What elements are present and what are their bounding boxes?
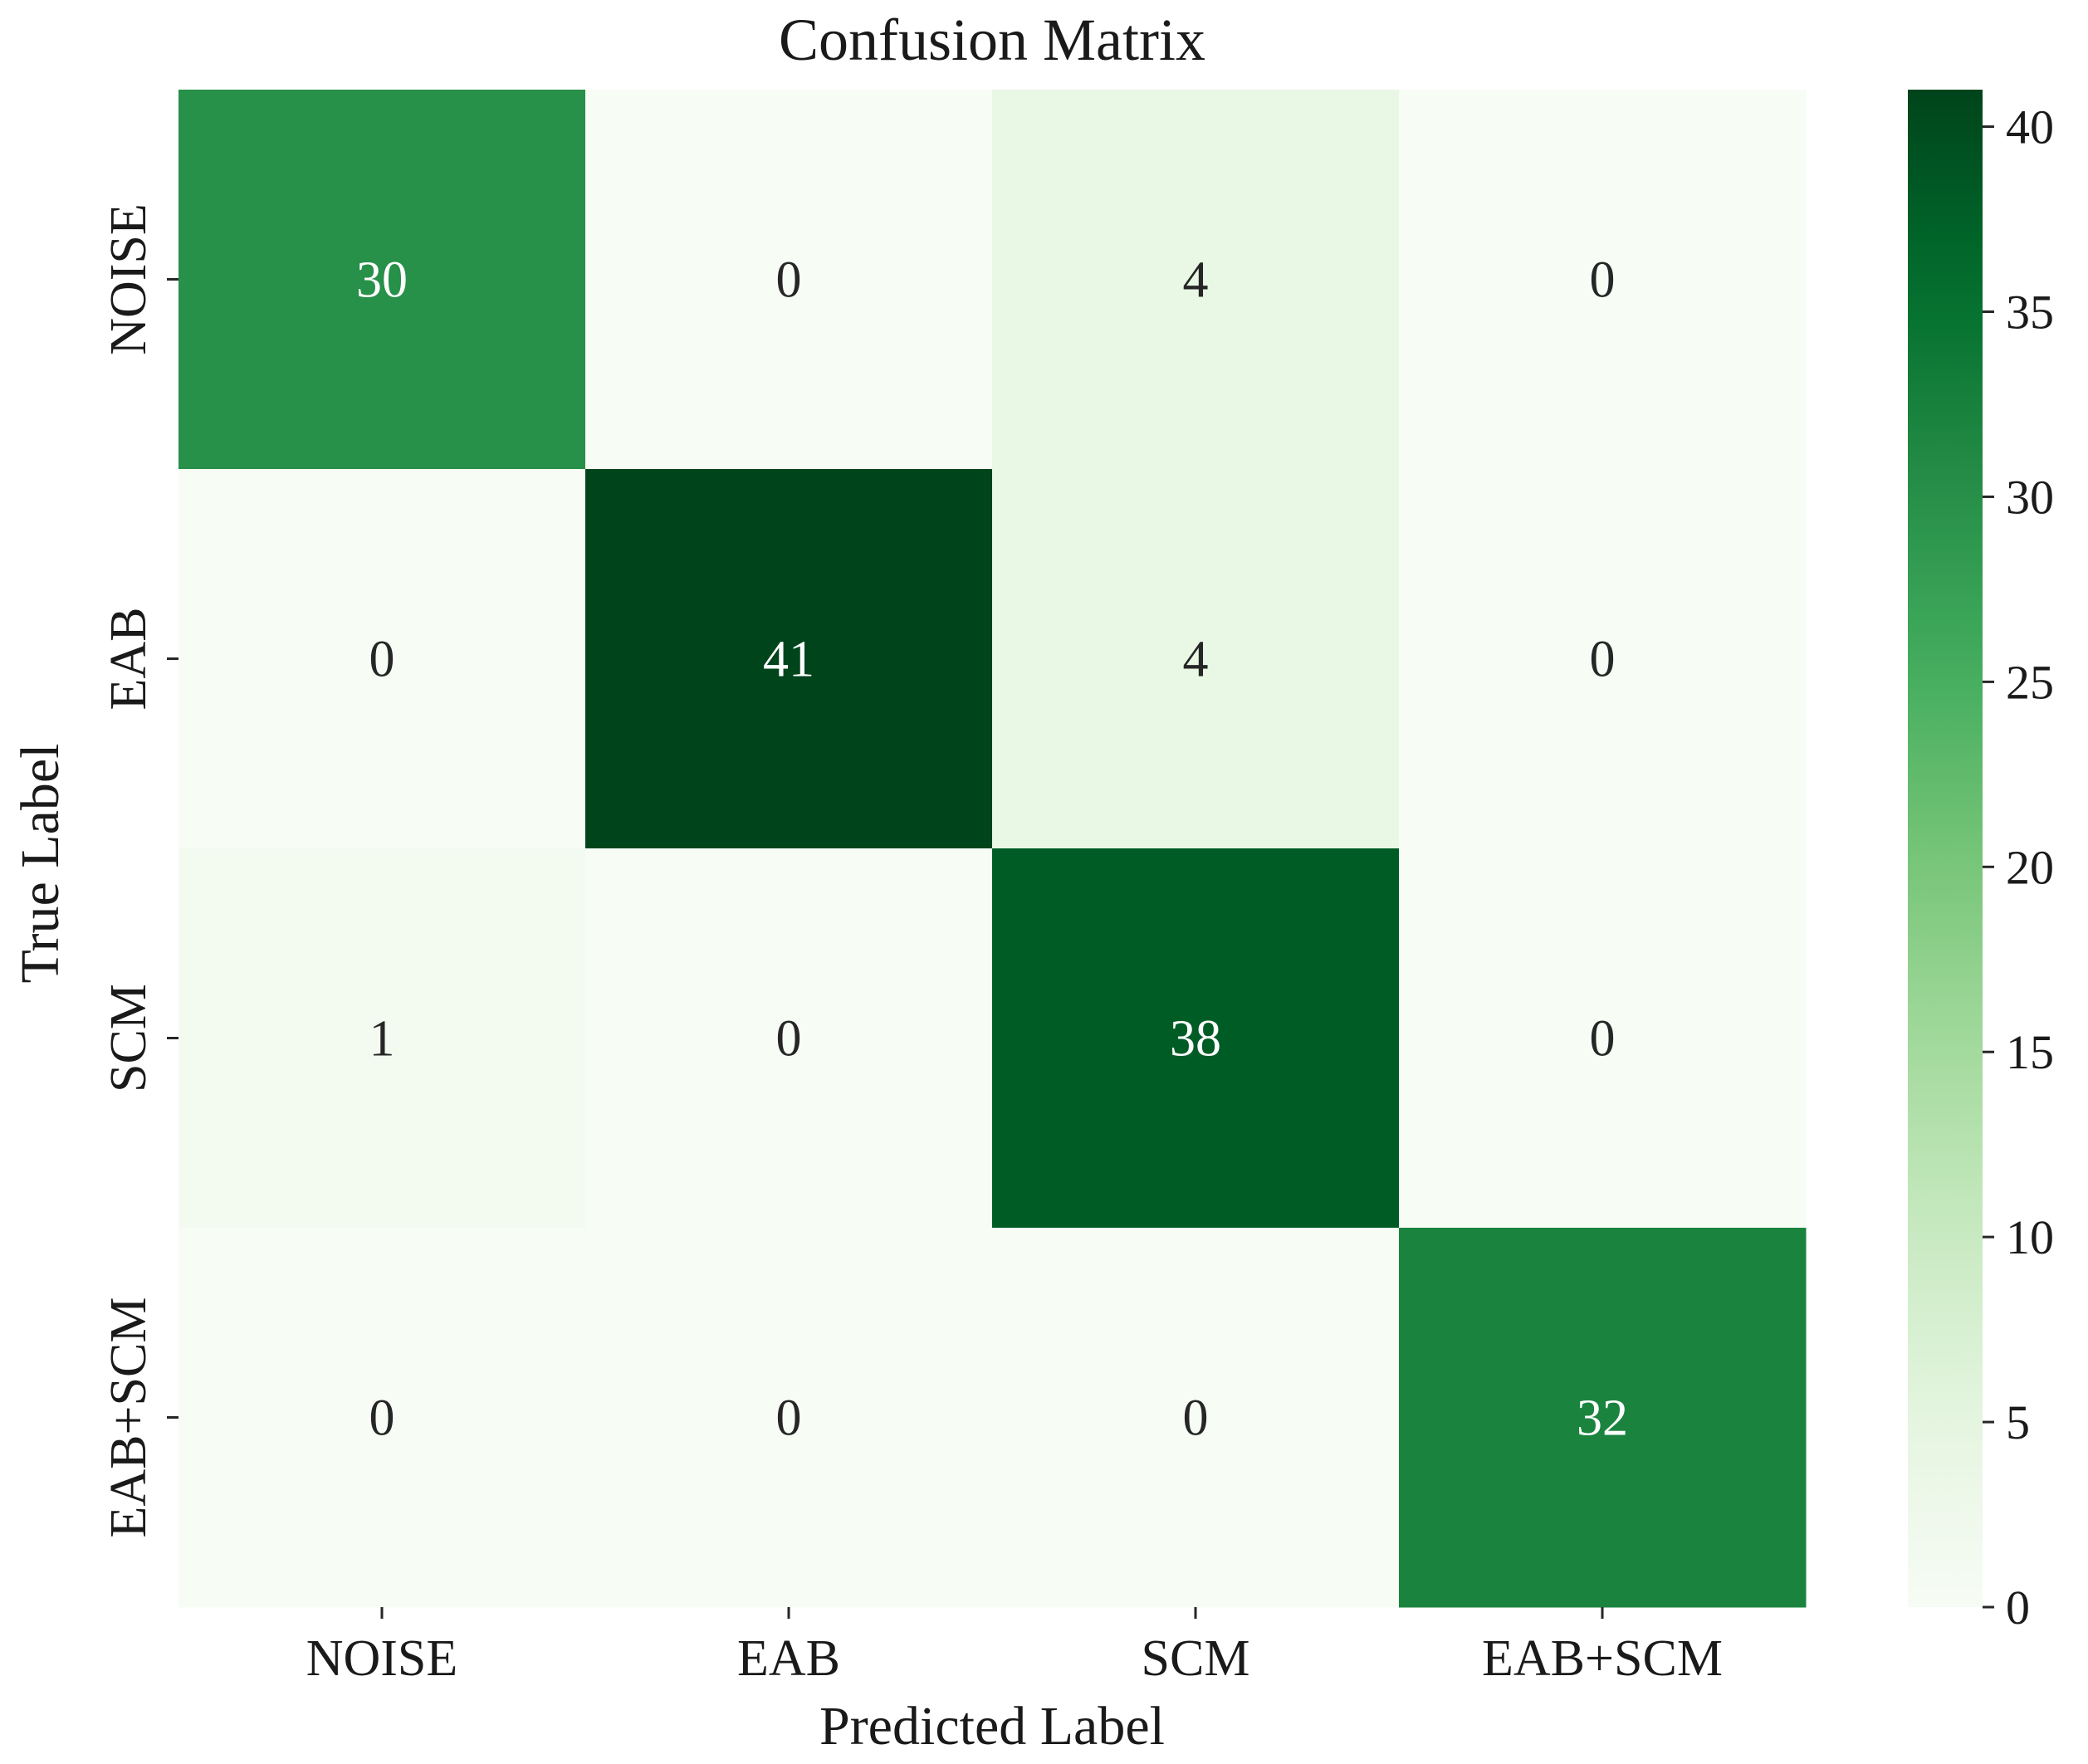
y-tick-label: EAB+SCM — [100, 1297, 157, 1538]
cell-value-label: 0 — [369, 1390, 395, 1447]
colorbar-tick-label: 0 — [2006, 1581, 2030, 1635]
x-tick-label: EAB+SCM — [1482, 1630, 1723, 1687]
heatmap-cell — [992, 90, 1400, 470]
cell-value-label: 1 — [369, 1011, 395, 1068]
cell-value-label: 0 — [1590, 632, 1616, 688]
cell-value-label: 4 — [1183, 252, 1209, 309]
x-tick-label: SCM — [1142, 1630, 1250, 1687]
heatmap-cell — [1399, 848, 1807, 1229]
cell-value-label: 41 — [763, 632, 814, 688]
heatmap-cell — [178, 469, 586, 849]
heatmap-cell — [992, 848, 1400, 1229]
heatmap-cell — [585, 1228, 993, 1608]
colorbar — [1908, 90, 1983, 1607]
cell-value-label: 32 — [1577, 1390, 1628, 1447]
heatmap-cell — [178, 848, 586, 1229]
cell-value-label: 4 — [1183, 632, 1209, 688]
x-axis-title: Predicted Label — [819, 1696, 1165, 1757]
heatmap-cell — [585, 90, 993, 470]
cell-value-label: 0 — [776, 1390, 802, 1447]
x-axis-ticks: NOISE EAB SCM EAB+SCM — [306, 1607, 1723, 1687]
colorbar-tick-label: 35 — [2006, 286, 2054, 340]
heatmap-cell — [992, 469, 1400, 849]
y-tick-label: EAB — [100, 608, 157, 711]
heatmap-cell — [585, 848, 993, 1229]
colorbar-ticks: 0 5 10 15 20 25 30 35 40 — [1983, 100, 2054, 1635]
cell-value-label: 0 — [776, 1011, 802, 1068]
cell-value-label: 0 — [776, 252, 802, 309]
cell-value-label: 30 — [356, 252, 408, 309]
cell-value-label: 38 — [1170, 1011, 1221, 1068]
heatmap-cell — [1399, 90, 1807, 470]
y-axis-ticks: NOISE EAB SCM EAB+SCM — [100, 203, 178, 1537]
cell-value-label: 0 — [1590, 252, 1616, 309]
x-tick-label: EAB — [737, 1630, 840, 1687]
colorbar-tick-label: 15 — [2006, 1025, 2054, 1079]
cell-value-label: 0 — [1183, 1390, 1209, 1447]
colorbar-tick-label: 5 — [2006, 1395, 2030, 1449]
colorbar-tick-label: 20 — [2006, 840, 2054, 894]
colorbar-tick-label: 25 — [2006, 655, 2054, 709]
colorbar-tick-label: 40 — [2006, 100, 2054, 154]
cell-labels: 30 0 4 0 0 41 4 0 1 0 38 0 0 0 0 32 — [356, 252, 1628, 1447]
heatmap-cell — [1399, 1228, 1807, 1608]
y-tick-label: SCM — [100, 984, 157, 1092]
heatmap-cell — [178, 1228, 586, 1608]
heatmap-cell — [178, 90, 586, 470]
cell-value-label: 0 — [369, 632, 395, 688]
x-tick-label: NOISE — [306, 1630, 458, 1687]
cell-value-label: 0 — [1590, 1011, 1616, 1068]
y-tick-label: NOISE — [100, 203, 157, 355]
heatmap-cell — [585, 469, 993, 849]
heatmap-cell — [1399, 469, 1807, 849]
colorbar-tick-label: 10 — [2006, 1210, 2054, 1264]
heatmap-cell — [992, 1228, 1400, 1608]
heatmap-cells — [178, 90, 1807, 1608]
colorbar-tick-label: 30 — [2006, 470, 2054, 524]
chart-title: Confusion Matrix — [779, 7, 1205, 73]
y-axis-title: True Label — [10, 743, 71, 983]
